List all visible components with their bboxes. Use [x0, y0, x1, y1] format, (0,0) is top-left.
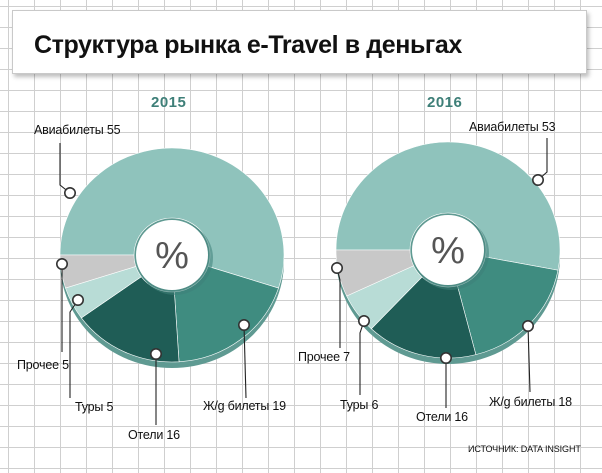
- marker-dot-2016-hotels: [439, 351, 452, 364]
- pie-2015: %: [55, 143, 285, 425]
- title-box: [12, 10, 587, 74]
- year-label-2015: 2015: [151, 94, 187, 111]
- slice-2016-air: [335, 141, 561, 271]
- chart-title: Структура рынка e-Travel в деньгах: [34, 31, 462, 59]
- pie-2016: %: [330, 138, 561, 408]
- slice-2015-air: [59, 147, 285, 289]
- label-2015-tours: Туры 5: [75, 400, 114, 414]
- marker-dot-2015-tours: [72, 293, 85, 306]
- label-2015-air: Авиабилеты 55: [34, 123, 121, 137]
- hole-2015: [136, 220, 208, 290]
- marker-dot-2016-other: [330, 261, 343, 274]
- label-2016-other: Прочее 7: [298, 350, 350, 364]
- label-2016-tours: Туры 6: [340, 398, 379, 412]
- label-2016-rail: Ж/g билеты 18: [489, 395, 572, 409]
- leader-line-2016-air: [537, 138, 548, 181]
- label-2015-hotels: Отели 16: [128, 428, 180, 442]
- percent-symbol-2016: %: [431, 230, 465, 272]
- marker-dot-2015-rail: [238, 318, 251, 331]
- marker-dot-2015-air: [64, 187, 77, 200]
- marker-dot-2016-tours: [357, 314, 370, 327]
- leader-line-2015-air: [59, 143, 71, 194]
- marker-dot-2016-rail: [521, 319, 534, 332]
- label-2015-other: Прочее 5: [17, 358, 69, 372]
- slice-2016-other: [335, 249, 415, 297]
- year-label-2016: 2016: [427, 94, 463, 111]
- marker-dot-2016-air: [531, 174, 544, 187]
- label-2016-hotels: Отели 16: [416, 410, 468, 424]
- leader-line-2015-rail: [243, 324, 247, 399]
- source-note: ИСТОЧНИК: DATA INSIGHT: [468, 444, 581, 454]
- leader-line-2016-other: [336, 267, 341, 348]
- leader-line-2016-tours: [359, 320, 365, 395]
- marker-dot-2015-hotels: [150, 347, 163, 360]
- leader-line-2016-rail: [527, 325, 531, 393]
- label-2016-air: Авиабилеты 53: [469, 120, 556, 134]
- hole-2016: [412, 215, 484, 285]
- marker-dot-2015-other: [55, 257, 68, 270]
- percent-symbol-2015: %: [155, 235, 189, 277]
- label-2015-rail: Ж/g билеты 19: [203, 399, 286, 413]
